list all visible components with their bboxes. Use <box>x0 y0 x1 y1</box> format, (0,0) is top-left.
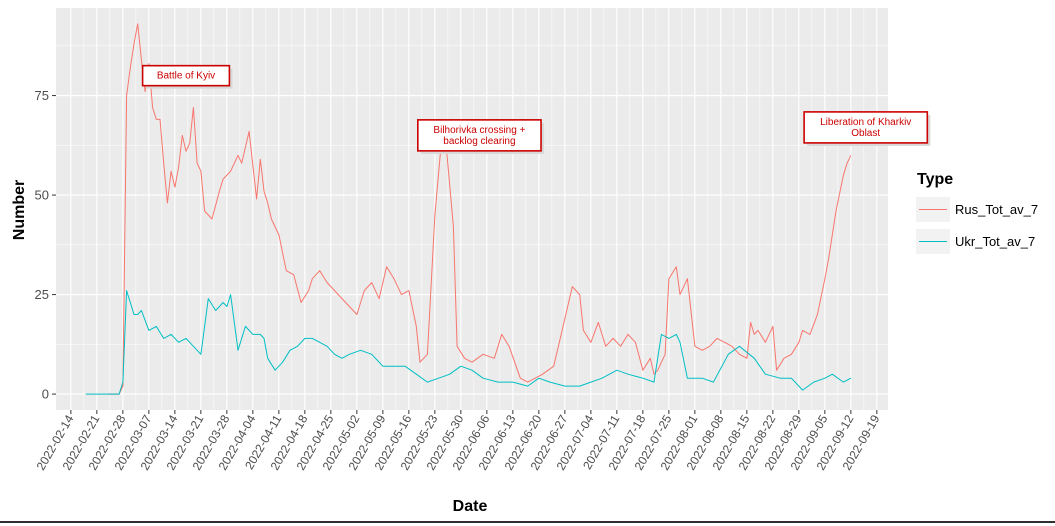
y-tick-label: 75 <box>35 88 49 103</box>
y-axis-title: Number <box>11 180 28 240</box>
y-tick-labels: 0 25 50 75 <box>35 88 49 402</box>
y-tick-label: 25 <box>35 287 49 302</box>
x-tick-labels: 2022-02-142022-02-212022-02-282022-03-07… <box>34 412 883 472</box>
axis-ticks <box>52 95 878 414</box>
major-gridlines <box>56 8 888 410</box>
legend-title: Type <box>917 171 953 188</box>
annotation-box <box>417 119 542 152</box>
annotation-box <box>803 111 929 144</box>
annotation-text: Oblast <box>851 128 880 139</box>
annotation-text: Bilhorivka crossing + <box>433 125 525 136</box>
annotation-text: Battle of Kyiv <box>157 71 215 82</box>
bottom-border <box>0 521 1055 523</box>
legend: Type Rus_Tot_av_7 Ukr_Tot_av_7 <box>916 171 1038 254</box>
annotation-box <box>141 64 231 87</box>
y-tick-label: 50 <box>35 188 49 203</box>
annotation-text: backlog clearing <box>443 136 515 147</box>
annotation-2: Bilhorivka crossing +backlog clearing <box>417 119 545 154</box>
annotations: Battle of Kyiv Bilhorivka crossing +backl… <box>141 64 931 154</box>
annotation-text: Liberation of Kharkiv <box>820 117 911 128</box>
y-tick-label: 0 <box>42 387 49 402</box>
legend-label-rus: Rus_Tot_av_7 <box>955 202 1038 217</box>
series-line-ukr-tot-av-7 <box>85 290 852 395</box>
x-axis-title: Date <box>453 498 488 515</box>
legend-label-ukr: Ukr_Tot_av_7 <box>955 234 1035 249</box>
annotation-1: Battle of Kyiv <box>141 64 233 89</box>
